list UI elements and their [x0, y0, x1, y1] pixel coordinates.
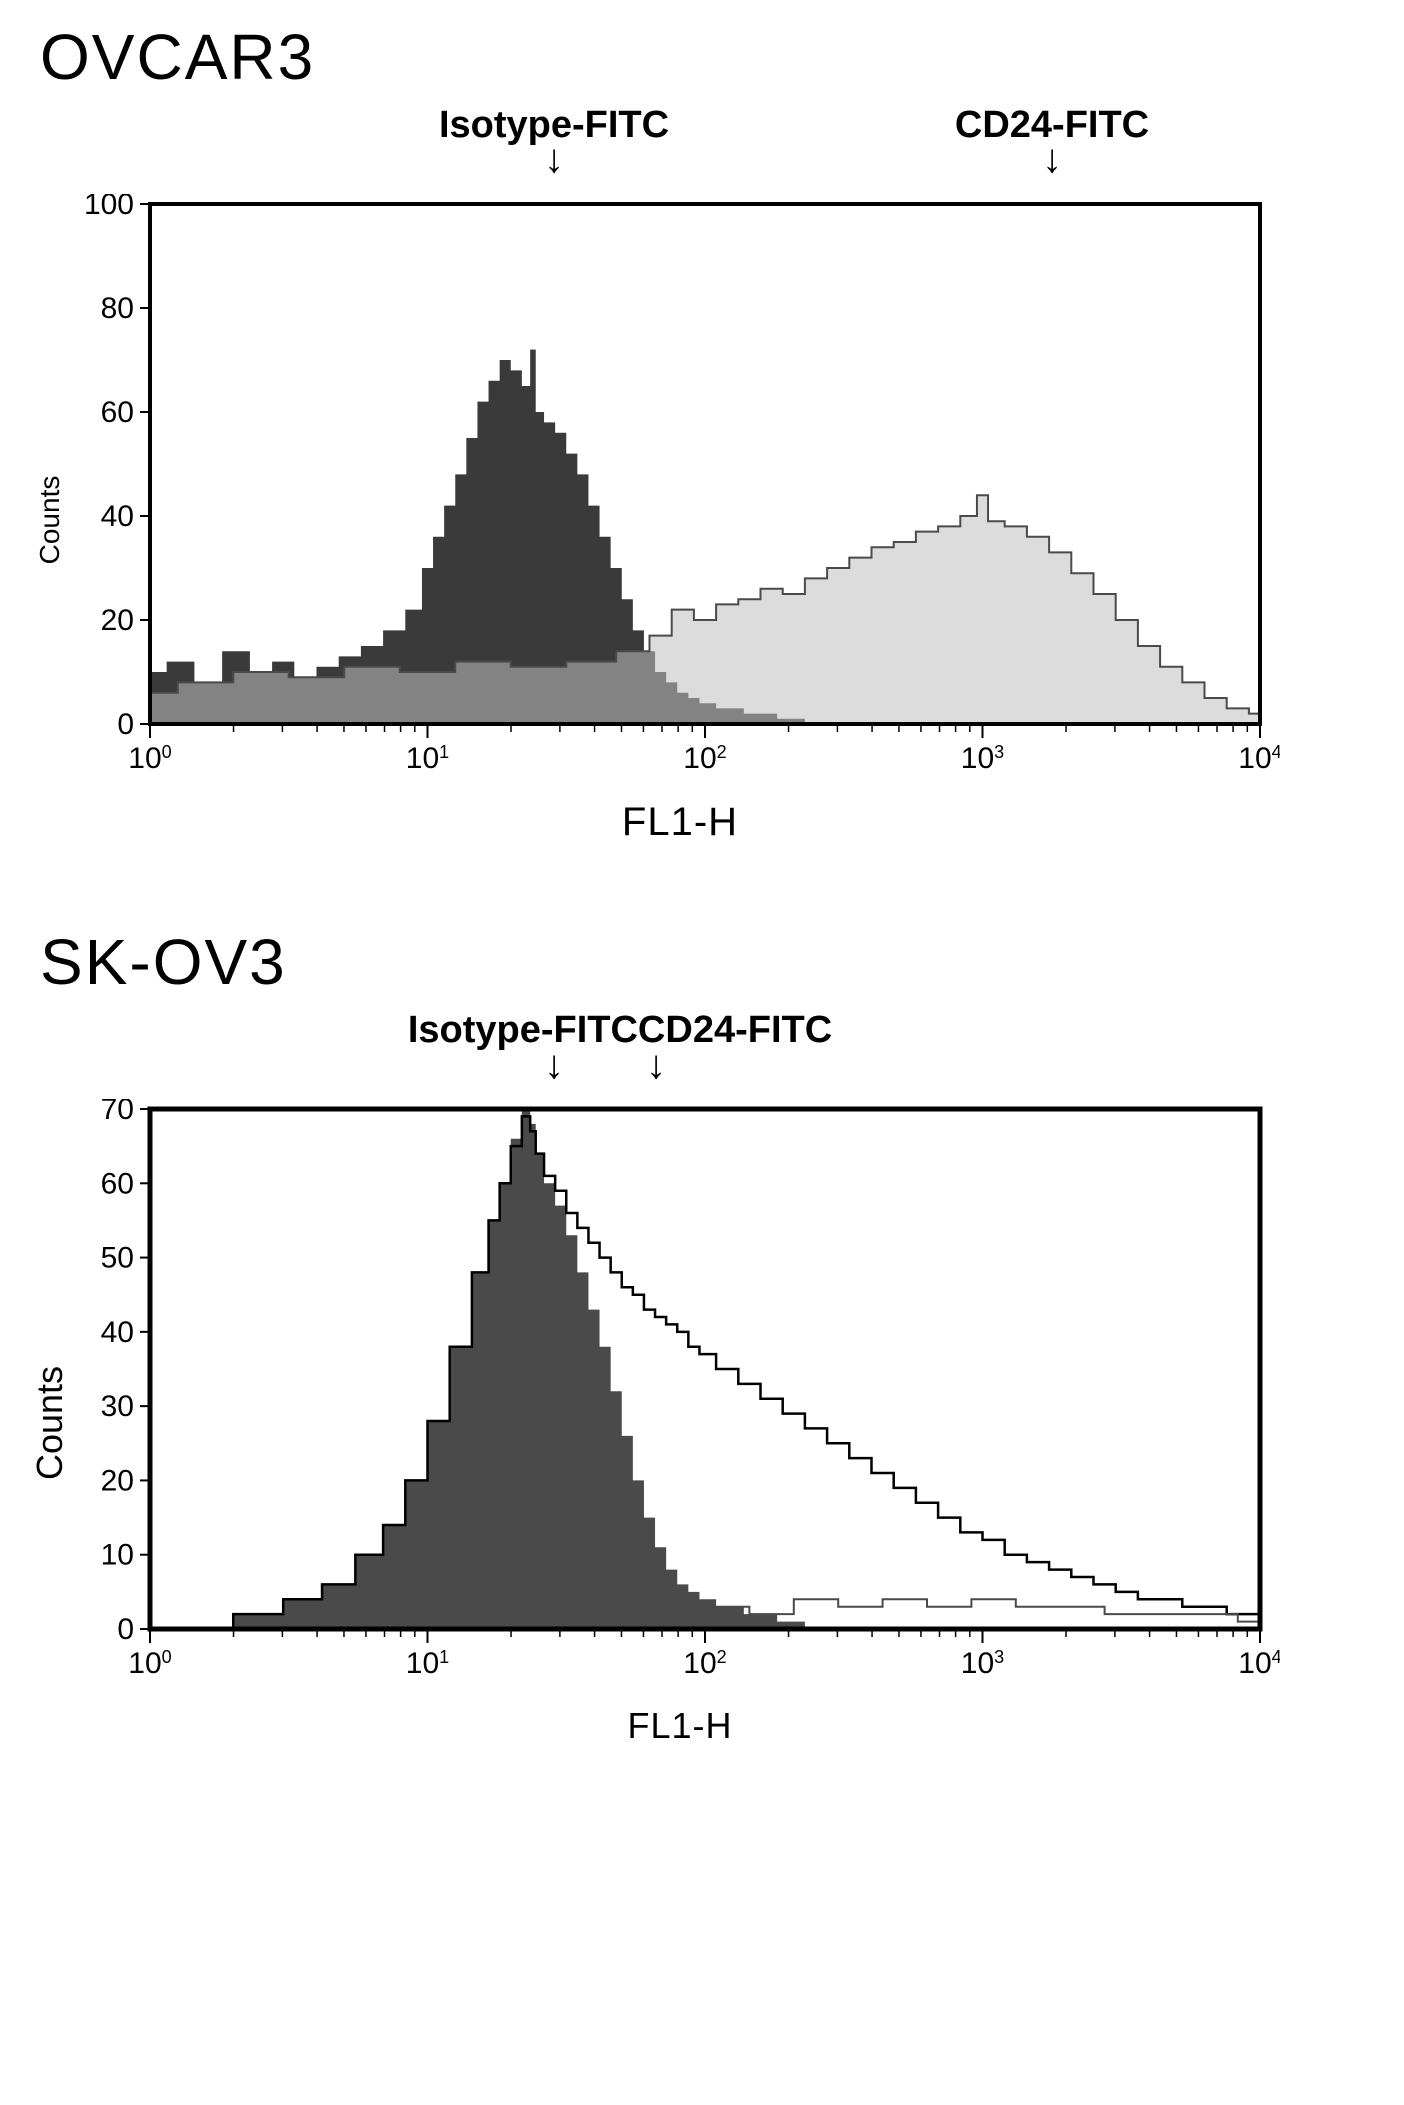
y-tick-label: 60	[101, 396, 134, 429]
y-tick-label: 30	[101, 1390, 134, 1423]
chart-wrap: Counts020406080100100101102103104FL1-H	[80, 194, 1384, 845]
y-tick-label: 10	[101, 1539, 134, 1572]
panel-ovcar3: OVCAR3 Isotype-FITC↓ CD24-FITC↓ Counts 0 20 40…	[20, 20, 1384, 845]
histogram-chart: 0 10 20 30 40 50 60 70 100 101 102 103 104	[80, 1099, 1280, 1699]
y-tick-label: 40	[101, 1316, 134, 1349]
y-axis-label: Counts	[34, 475, 66, 564]
histogram-chart: 0 20 40 60 80 100 100 101 102 103 104	[80, 194, 1280, 794]
y-tick-label: 100	[84, 194, 134, 221]
annotation-row: Isotype-FITCCD24-FITC↓ ↓	[140, 1009, 1340, 1099]
y-axis-label: Counts	[29, 1366, 71, 1480]
x-axis-label: FL1-H	[80, 800, 1280, 845]
y-tick-label: 60	[101, 1167, 134, 1200]
annotation-row: Isotype-FITC↓ CD24-FITC↓	[140, 104, 1340, 194]
annotation-0: Isotype-FITC↓	[439, 104, 669, 175]
y-tick-label: 50	[101, 1242, 134, 1275]
x-tick-label: 104	[1238, 1647, 1280, 1680]
y-tick-label: 20	[101, 1464, 134, 1497]
x-tick-label: 104	[1238, 742, 1280, 775]
x-tick-label: 100	[128, 742, 171, 775]
y-tick-label: 40	[101, 500, 134, 533]
panel-title: SK-OV3	[40, 925, 1384, 999]
annotation-merged: Isotype-FITCCD24-FITC	[408, 1009, 832, 1052]
x-tick-label: 100	[128, 1647, 171, 1680]
y-tick-label: 0	[117, 708, 134, 741]
x-axis-label: FL1-H	[80, 1705, 1280, 1747]
x-tick-label: 103	[961, 1647, 1004, 1680]
panel-title: OVCAR3	[40, 20, 1384, 94]
annotation-arrow-0: ↓	[544, 1053, 564, 1081]
annotation-arrow-1: ↓	[646, 1053, 666, 1081]
y-tick-label: 20	[101, 604, 134, 637]
x-tick-label: 101	[406, 742, 449, 775]
y-tick-label: 70	[101, 1099, 134, 1126]
x-tick-label: 102	[683, 742, 726, 775]
panel-skov3: SK-OV3Isotype-FITCCD24-FITC↓↓Counts01020…	[20, 925, 1384, 1747]
x-tick-label: 103	[961, 742, 1004, 775]
x-tick-label: 101	[406, 1647, 449, 1680]
chart-wrap: Counts010203040506070100101102103104FL1-…	[80, 1099, 1384, 1747]
y-tick-label: 0	[117, 1613, 134, 1646]
y-tick-label: 80	[101, 292, 134, 325]
x-tick-label: 102	[683, 1647, 726, 1680]
annotation-1: CD24-FITC↓	[955, 104, 1149, 175]
